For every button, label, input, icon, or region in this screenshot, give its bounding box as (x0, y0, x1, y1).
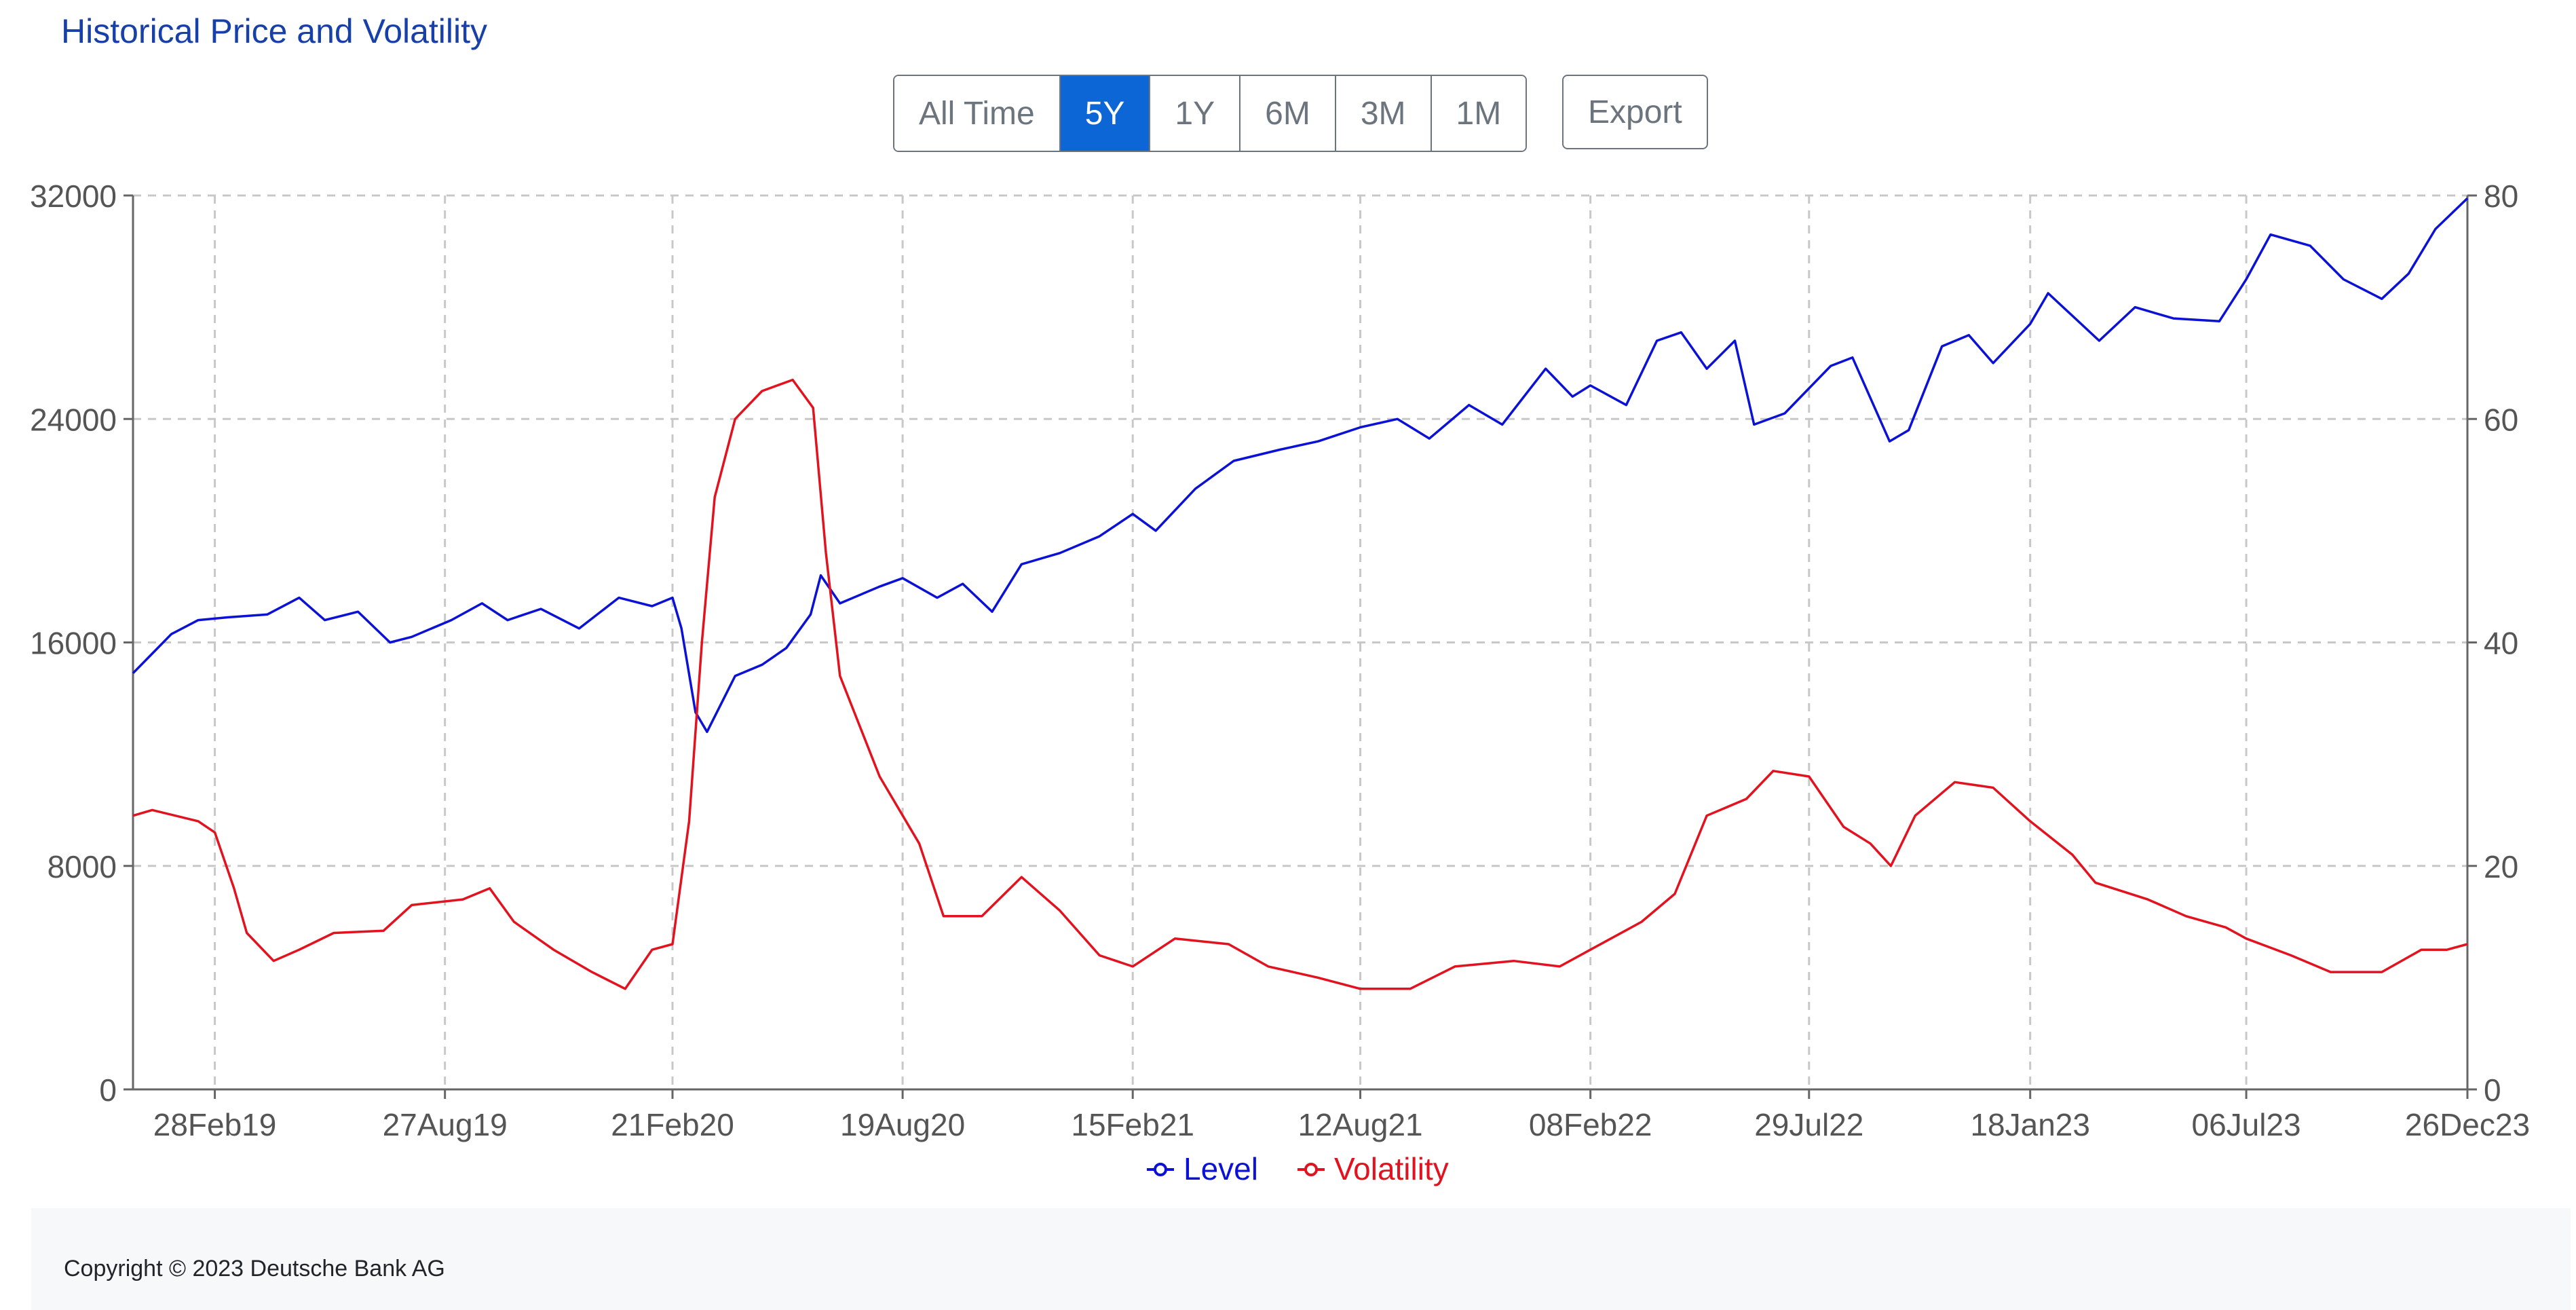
y-left-tick-label: 8000 (48, 849, 117, 884)
y-left-tick-label: 24000 (30, 402, 117, 437)
x-tick-label: 21Feb20 (611, 1107, 734, 1142)
footer: Copyright © 2023 Deutsche Bank AG (31, 1208, 2571, 1310)
page-title: Historical Price and Volatility (61, 12, 488, 50)
legend-label-volatility: Volatility (1334, 1151, 1449, 1186)
y-left-tick-label: 0 (99, 1072, 117, 1108)
export-button[interactable]: Export (1562, 75, 1708, 149)
y-right-tick-label: 80 (2484, 179, 2518, 214)
x-tick-label: 08Feb22 (1529, 1107, 1652, 1142)
range-6m-button[interactable]: 6M (1240, 76, 1336, 151)
series-line-volatility (132, 378, 2468, 990)
legend-marker-dot (1154, 1163, 1167, 1176)
x-tick-label: 29Jul22 (1754, 1107, 1863, 1142)
range-3m-button[interactable]: 3M (1336, 76, 1432, 151)
range-1m-button[interactable]: 1M (1431, 76, 1526, 151)
legend-marker-dot (1304, 1163, 1318, 1176)
range-all-time-button[interactable]: All Time (894, 76, 1061, 151)
y-right-tick-label: 20 (2484, 849, 2518, 884)
x-tick-label: 18Jan23 (1970, 1107, 2090, 1142)
legend-label-level: Level (1183, 1151, 1258, 1186)
x-tick-label: 27Aug19 (383, 1107, 508, 1142)
x-tick-label: 06Jul23 (2192, 1107, 2301, 1142)
series-line-level (132, 197, 2469, 733)
x-tick-label: 15Feb21 (1071, 1107, 1194, 1142)
y-right-tick-label: 60 (2484, 402, 2518, 437)
y-right-tick-label: 40 (2484, 626, 2518, 661)
x-tick-label: 12Aug21 (1298, 1107, 1422, 1142)
range-5y-button[interactable]: 5Y (1060, 76, 1151, 151)
y-right-tick-label: 0 (2484, 1072, 2501, 1108)
price-volatility-chart: 0 8000 16000 24000 32000 0 20 40 60 80 28Feb19 27Au… (30, 179, 2530, 1186)
y-left-tick-label: 32000 (30, 179, 117, 214)
copyright-text: Copyright © 2023 Deutsche Bank AG (64, 1256, 445, 1281)
range-selector: All Time 5Y 1Y 6M 3M 1M (893, 75, 1528, 152)
x-tick-label: 26Dec23 (2405, 1107, 2530, 1142)
y-left-tick-label: 16000 (30, 626, 117, 661)
x-tick-label: 28Feb19 (153, 1107, 277, 1142)
range-1y-button[interactable]: 1Y (1150, 76, 1241, 151)
x-tick-label: 19Aug20 (840, 1107, 965, 1142)
